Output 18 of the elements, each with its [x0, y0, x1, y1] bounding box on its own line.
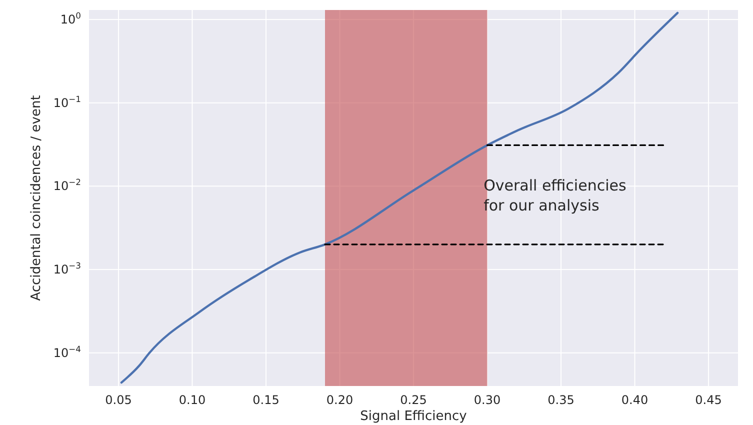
y-tick-label: 10$^{−2}$	[53, 177, 81, 194]
y-axis-title: Accidental coincidences / event	[29, 95, 44, 301]
line-series	[120, 12, 679, 384]
x-tick-label: 0.45	[695, 393, 722, 407]
y-tick-label: 10$^{−1}$	[53, 94, 81, 110]
x-tick-label: 0.25	[400, 393, 427, 407]
y-tick-label: 10$^{−3}$	[53, 260, 81, 276]
x-tick-label: 0.15	[252, 393, 280, 407]
y-tick-label: 10$^{−4}$	[53, 344, 81, 360]
x-tick-label: 0.40	[621, 393, 648, 407]
annotation: Overall efficiencies for our analysis	[484, 176, 626, 214]
x-tick-label: 0.20	[326, 393, 354, 407]
x-tick-label: 0.30	[474, 393, 501, 407]
x-tick-label: 0.10	[178, 393, 206, 407]
x-tick-label: 0.05	[105, 393, 132, 407]
x-tick-label: 0.35	[548, 393, 574, 407]
y-tick-label: 10$^{0}$	[60, 10, 81, 26]
x-axis-title: Signal Efficiency	[360, 409, 468, 424]
